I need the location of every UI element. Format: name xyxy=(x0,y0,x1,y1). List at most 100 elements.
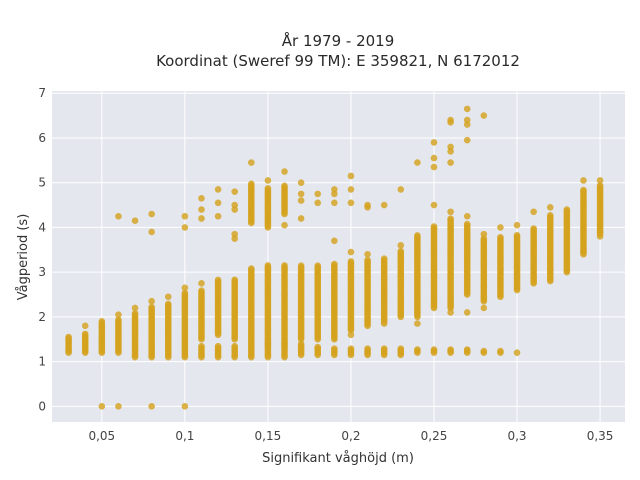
data-point xyxy=(214,186,222,193)
data-point xyxy=(397,242,405,249)
x-tick-labels: 0,05 0,1 0,15 0,2 0,25 0,3 0,35 xyxy=(88,429,613,443)
data-point xyxy=(513,349,521,356)
data-point xyxy=(414,320,421,327)
x-tick-label: 0,15 xyxy=(255,429,282,443)
data-point xyxy=(447,346,454,353)
data-point xyxy=(430,223,438,230)
data-point xyxy=(364,256,371,264)
data-point xyxy=(198,342,205,350)
data-point xyxy=(264,177,272,184)
data-point xyxy=(530,225,537,232)
data-point xyxy=(463,136,471,144)
data-point xyxy=(198,195,205,202)
data-point xyxy=(596,182,604,189)
data-point xyxy=(297,190,305,198)
data-point xyxy=(563,206,571,213)
data-point xyxy=(181,212,189,220)
data-point xyxy=(281,341,288,348)
data-point xyxy=(264,184,272,192)
data-point xyxy=(198,287,205,295)
data-point xyxy=(164,300,172,308)
data-point xyxy=(65,333,72,341)
data-point xyxy=(131,310,139,317)
data-point xyxy=(347,172,355,180)
data-point xyxy=(364,345,371,352)
data-point xyxy=(297,340,305,348)
data-point xyxy=(231,230,238,238)
data-point xyxy=(164,293,172,301)
data-point xyxy=(380,320,388,327)
data-point xyxy=(198,280,205,287)
data-point xyxy=(131,217,139,225)
data-point xyxy=(364,250,371,258)
data-point xyxy=(181,403,189,410)
data-point xyxy=(331,237,338,245)
data-point xyxy=(430,346,438,353)
data-point xyxy=(463,220,471,228)
data-point xyxy=(347,345,355,352)
data-point xyxy=(447,215,454,223)
data-point xyxy=(480,347,488,355)
data-point xyxy=(430,154,438,162)
data-point xyxy=(148,403,155,410)
data-point xyxy=(513,231,521,239)
data-point xyxy=(380,345,388,352)
data-point xyxy=(480,304,488,312)
chart-title-line1: År 1979 - 2019 xyxy=(282,31,395,50)
y-tick-labels: 0 1 2 3 4 5 6 7 xyxy=(38,86,46,413)
data-point xyxy=(264,262,272,269)
data-point xyxy=(214,199,222,207)
y-tick-label: 1 xyxy=(38,355,46,369)
y-tick-label: 2 xyxy=(38,310,46,324)
data-point xyxy=(231,342,238,350)
data-point xyxy=(347,186,355,193)
data-point xyxy=(480,230,488,238)
data-point xyxy=(397,186,405,193)
data-point xyxy=(248,180,255,188)
x-tick-label: 0,05 xyxy=(88,429,115,443)
data-point xyxy=(430,201,438,209)
data-point xyxy=(430,139,438,146)
x-tick-label: 0,2 xyxy=(341,429,360,443)
data-point xyxy=(331,260,338,268)
data-point xyxy=(331,199,338,207)
data-point xyxy=(447,309,454,316)
data-point xyxy=(414,159,421,166)
data-point xyxy=(297,215,305,222)
data-point xyxy=(380,255,388,263)
data-point xyxy=(497,347,504,355)
data-point xyxy=(596,177,604,184)
y-tick-label: 7 xyxy=(38,86,46,100)
data-point xyxy=(297,197,305,204)
data-point xyxy=(463,116,471,124)
data-point xyxy=(347,199,355,207)
data-point xyxy=(131,304,139,312)
data-point xyxy=(297,262,305,269)
y-tick-label: 3 xyxy=(38,265,46,279)
data-point xyxy=(148,297,155,305)
data-point xyxy=(214,342,222,350)
data-point xyxy=(580,177,587,184)
data-point xyxy=(380,201,388,209)
data-point xyxy=(480,112,488,119)
data-point xyxy=(231,276,238,284)
data-point xyxy=(530,208,537,216)
data-point xyxy=(231,201,238,209)
data-point xyxy=(297,179,305,186)
x-tick-label: 0,25 xyxy=(421,429,448,443)
data-point xyxy=(397,345,405,352)
y-tick-label: 5 xyxy=(38,176,46,190)
data-point xyxy=(347,248,355,256)
data-point xyxy=(214,276,222,284)
data-point xyxy=(281,182,288,190)
y-tick-label: 0 xyxy=(38,399,46,413)
x-tick-label: 0,1 xyxy=(175,429,194,443)
data-point xyxy=(546,203,554,211)
data-point xyxy=(513,221,521,229)
data-point xyxy=(314,343,322,351)
data-point xyxy=(546,212,554,219)
data-point xyxy=(397,247,405,255)
data-point xyxy=(198,206,205,213)
data-point xyxy=(281,221,288,229)
